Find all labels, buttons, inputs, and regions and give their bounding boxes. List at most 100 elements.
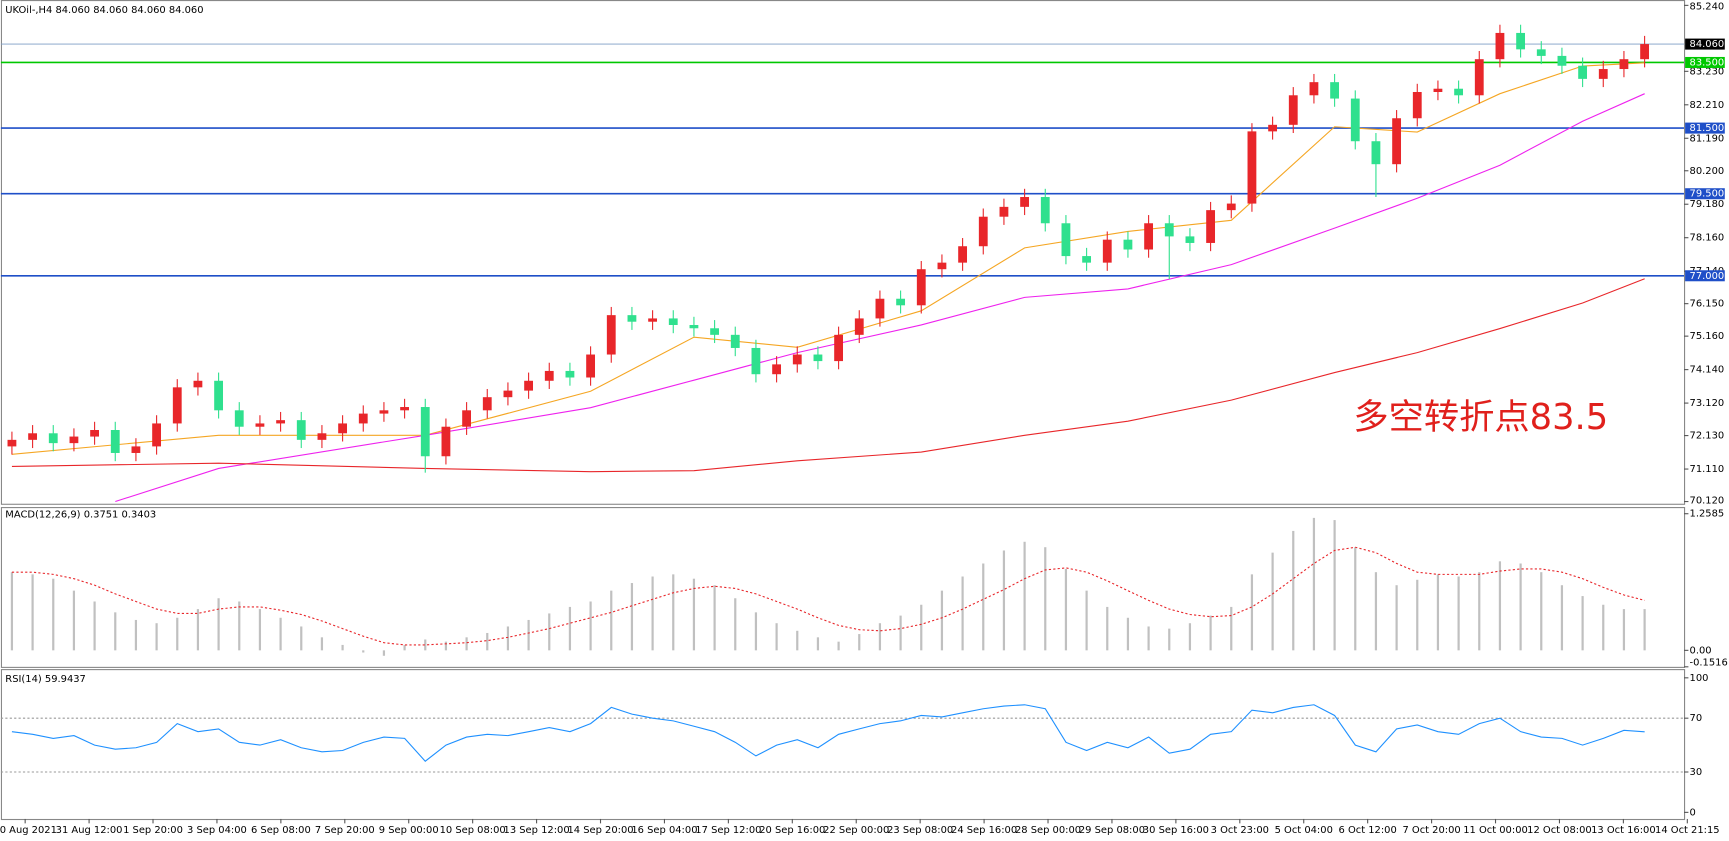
candle-body — [131, 446, 141, 453]
macd-bar — [1250, 574, 1254, 651]
candle-body — [69, 436, 79, 444]
candle-body — [1454, 88, 1464, 96]
last-price-label: 84.060 — [1690, 39, 1725, 50]
macd-bar — [320, 637, 324, 651]
y-tick-label: 71.110 — [1690, 464, 1725, 475]
macd-bar — [1622, 609, 1626, 651]
y-tick-label: 83.230 — [1690, 66, 1725, 77]
y-tick-label: 80.200 — [1690, 166, 1725, 177]
x-tick-label: 22 Sep 00:00 — [823, 825, 889, 836]
candle-body — [916, 269, 926, 306]
macd-bar — [1209, 615, 1212, 651]
main-pane — [0, 0, 1686, 505]
rsi-pane — [0, 669, 1686, 821]
x-tick-label: 13 Oct 16:00 — [1591, 825, 1656, 836]
macd-bar — [465, 637, 468, 651]
macd-bar — [1416, 579, 1419, 651]
macd-bar — [1354, 547, 1357, 651]
candle-body — [482, 397, 492, 411]
macd-bar — [775, 623, 778, 651]
y-tick-label: 0 — [1690, 807, 1696, 818]
candle-body — [234, 410, 244, 427]
candle-body — [544, 370, 554, 381]
macd-bar — [1168, 628, 1171, 651]
macd-bar — [217, 598, 220, 651]
candle-body — [1371, 141, 1381, 165]
macd-bar — [279, 617, 282, 651]
x-tick-label: 11 Oct 00:00 — [1463, 825, 1528, 836]
rsi-line — [11, 704, 1645, 762]
candle-body — [214, 380, 224, 411]
macd-bar — [1333, 520, 1336, 651]
x-tick-label: 1 Sep 20:00 — [123, 825, 183, 836]
level-label: 77.000 — [1690, 271, 1725, 282]
macd-bar — [1085, 590, 1088, 651]
x-tick-label: 31 Aug 12:00 — [56, 825, 123, 836]
macd-bar — [93, 601, 96, 651]
moving-average — [11, 278, 1645, 473]
candle-body — [1536, 49, 1546, 56]
x-tick-label: 10 Sep 08:00 — [440, 825, 506, 836]
candle-body — [710, 328, 720, 335]
candle-body — [958, 246, 968, 263]
x-tick-label: 9 Sep 00:00 — [379, 825, 439, 836]
macd-bar — [1188, 623, 1192, 651]
candle-body — [400, 407, 410, 411]
macd-bar — [651, 576, 654, 651]
candle-body — [1350, 98, 1360, 142]
candle-body — [668, 318, 678, 325]
x-tick-label: 12 Oct 08:00 — [1527, 825, 1592, 836]
macd-bar — [1374, 572, 1378, 651]
candle-body — [503, 390, 513, 398]
candle-body — [1102, 239, 1112, 263]
candle-body — [1040, 197, 1050, 224]
y-tick-label: 70 — [1690, 713, 1703, 724]
macd-signal — [11, 546, 1645, 646]
candle-body — [1495, 32, 1505, 60]
candle-body — [854, 318, 864, 335]
macd-pane — [0, 507, 1686, 668]
y-tick-label: 100 — [1690, 673, 1709, 684]
macd-bar — [878, 623, 882, 651]
candle-body — [586, 354, 596, 378]
candle-body — [1640, 44, 1650, 60]
candle-body — [1268, 124, 1278, 132]
candle-body — [338, 423, 348, 434]
macd-bar — [1044, 547, 1047, 651]
macd-bar — [1643, 609, 1646, 651]
candle-body — [730, 334, 740, 348]
candle-body — [276, 420, 286, 424]
level-label-box — [1685, 122, 1725, 134]
y-tick-label: 75.160 — [1690, 331, 1725, 342]
y-tick-label: 79.180 — [1690, 199, 1725, 210]
candle-body — [1185, 236, 1195, 243]
candle-body — [978, 216, 988, 247]
candle-body — [1144, 223, 1154, 250]
candle-body — [441, 426, 451, 457]
moving-average — [11, 62, 1645, 455]
macd-bar — [692, 578, 696, 651]
macd-bar — [444, 641, 448, 651]
last-price-box — [1685, 38, 1725, 50]
x-tick-label: 7 Sep 20:00 — [315, 825, 375, 836]
level-label-box — [1685, 56, 1725, 68]
candle-body — [255, 423, 265, 427]
candle-body — [1578, 65, 1588, 79]
candle-body — [193, 380, 203, 388]
candle-body — [317, 433, 327, 440]
macd-bar — [486, 632, 489, 651]
level-label-box — [1685, 188, 1725, 200]
macd-bar — [1106, 606, 1109, 651]
x-tick-label: 14 Sep 20:00 — [567, 825, 633, 836]
macd-bar — [196, 609, 200, 651]
y-tick-label: 70.120 — [1690, 495, 1725, 506]
macd-bar — [1023, 541, 1026, 651]
macd-bar — [134, 619, 138, 651]
macd-bar — [1436, 574, 1440, 651]
macd-bar — [1519, 563, 1522, 651]
y-tick-label: 78.160 — [1690, 233, 1725, 244]
candle-body — [606, 315, 616, 355]
macd-bar — [672, 574, 675, 651]
